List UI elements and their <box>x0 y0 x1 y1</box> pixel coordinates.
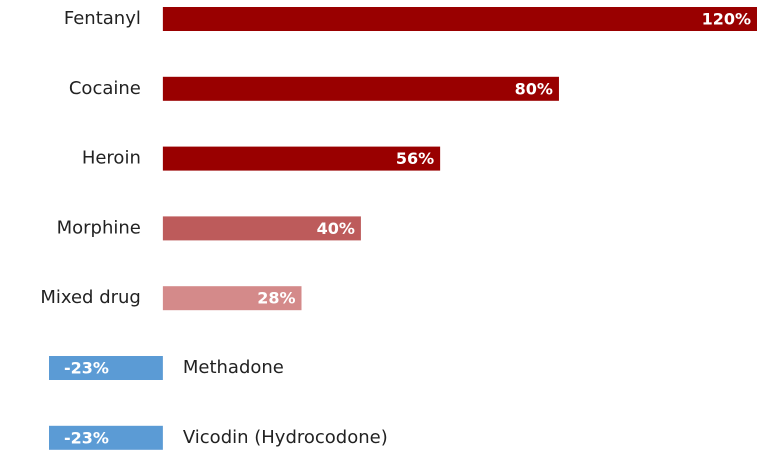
bar <box>162 146 441 171</box>
category-label: Morphine <box>57 217 141 238</box>
value-label: 80% <box>515 79 553 98</box>
bar <box>162 216 361 241</box>
category-label: Heroin <box>82 148 141 169</box>
value-label: 28% <box>257 289 295 308</box>
category-label: Fentanyl <box>64 8 141 29</box>
value-label: 120% <box>702 10 751 29</box>
value-label: -23% <box>64 359 109 378</box>
value-label: 40% <box>317 219 355 238</box>
bar <box>49 356 163 380</box>
value-label: 56% <box>396 149 434 168</box>
bar <box>162 7 757 31</box>
category-label: Methadone <box>183 357 284 378</box>
value-label: -23% <box>64 428 109 447</box>
category-label: Mixed drug <box>40 287 141 308</box>
category-label: Vicodin (Hydrocodone) <box>183 427 388 448</box>
bar <box>49 425 163 450</box>
bar <box>162 286 302 311</box>
bar <box>162 76 559 101</box>
category-label: Cocaine <box>69 78 141 99</box>
